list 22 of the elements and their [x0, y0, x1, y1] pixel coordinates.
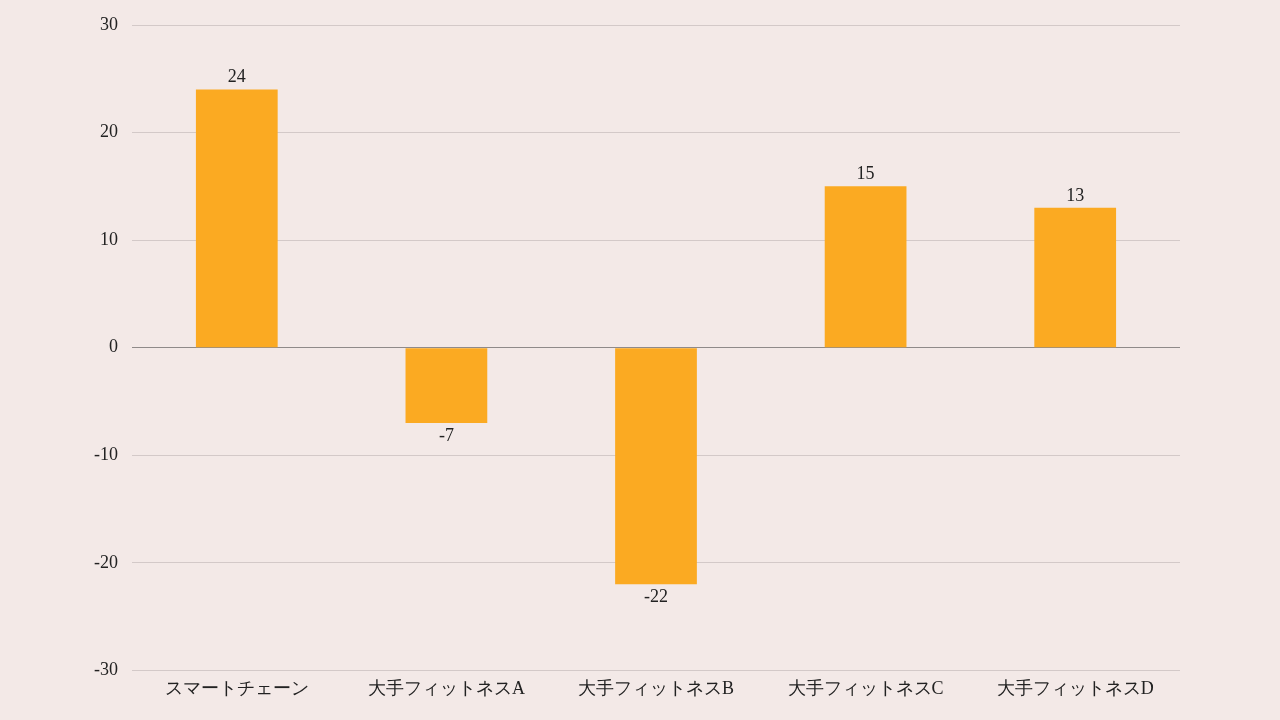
- x-tick-label: 大手フィットネスD: [996, 677, 1154, 698]
- y-tick-label: -20: [93, 551, 118, 572]
- x-tick-label: 大手フィットネスC: [787, 677, 944, 698]
- bar: [1034, 207, 1117, 348]
- data-label: 24: [227, 66, 246, 87]
- bar: [615, 348, 697, 585]
- bar: [824, 186, 907, 348]
- x-tick-label: 大手フィットネスA: [367, 677, 525, 698]
- x-tick-label: 大手フィットネスB: [577, 677, 734, 698]
- data-label: -22: [644, 586, 668, 607]
- bar: [405, 348, 488, 423]
- y-tick-label: -10: [93, 444, 118, 464]
- y-tick-label: 20: [99, 121, 118, 142]
- data-label: -7: [438, 424, 454, 445]
- data-label: 13: [1066, 184, 1085, 205]
- y-tick-label: 30: [99, 13, 118, 34]
- y-tick-label: 10: [99, 228, 118, 249]
- x-tick-label: スマートチェーン: [164, 677, 309, 698]
- data-label: 15: [856, 163, 875, 184]
- bar: [195, 89, 278, 348]
- y-tick-label: -30: [93, 659, 118, 680]
- y-tick-label: 0: [108, 336, 118, 357]
